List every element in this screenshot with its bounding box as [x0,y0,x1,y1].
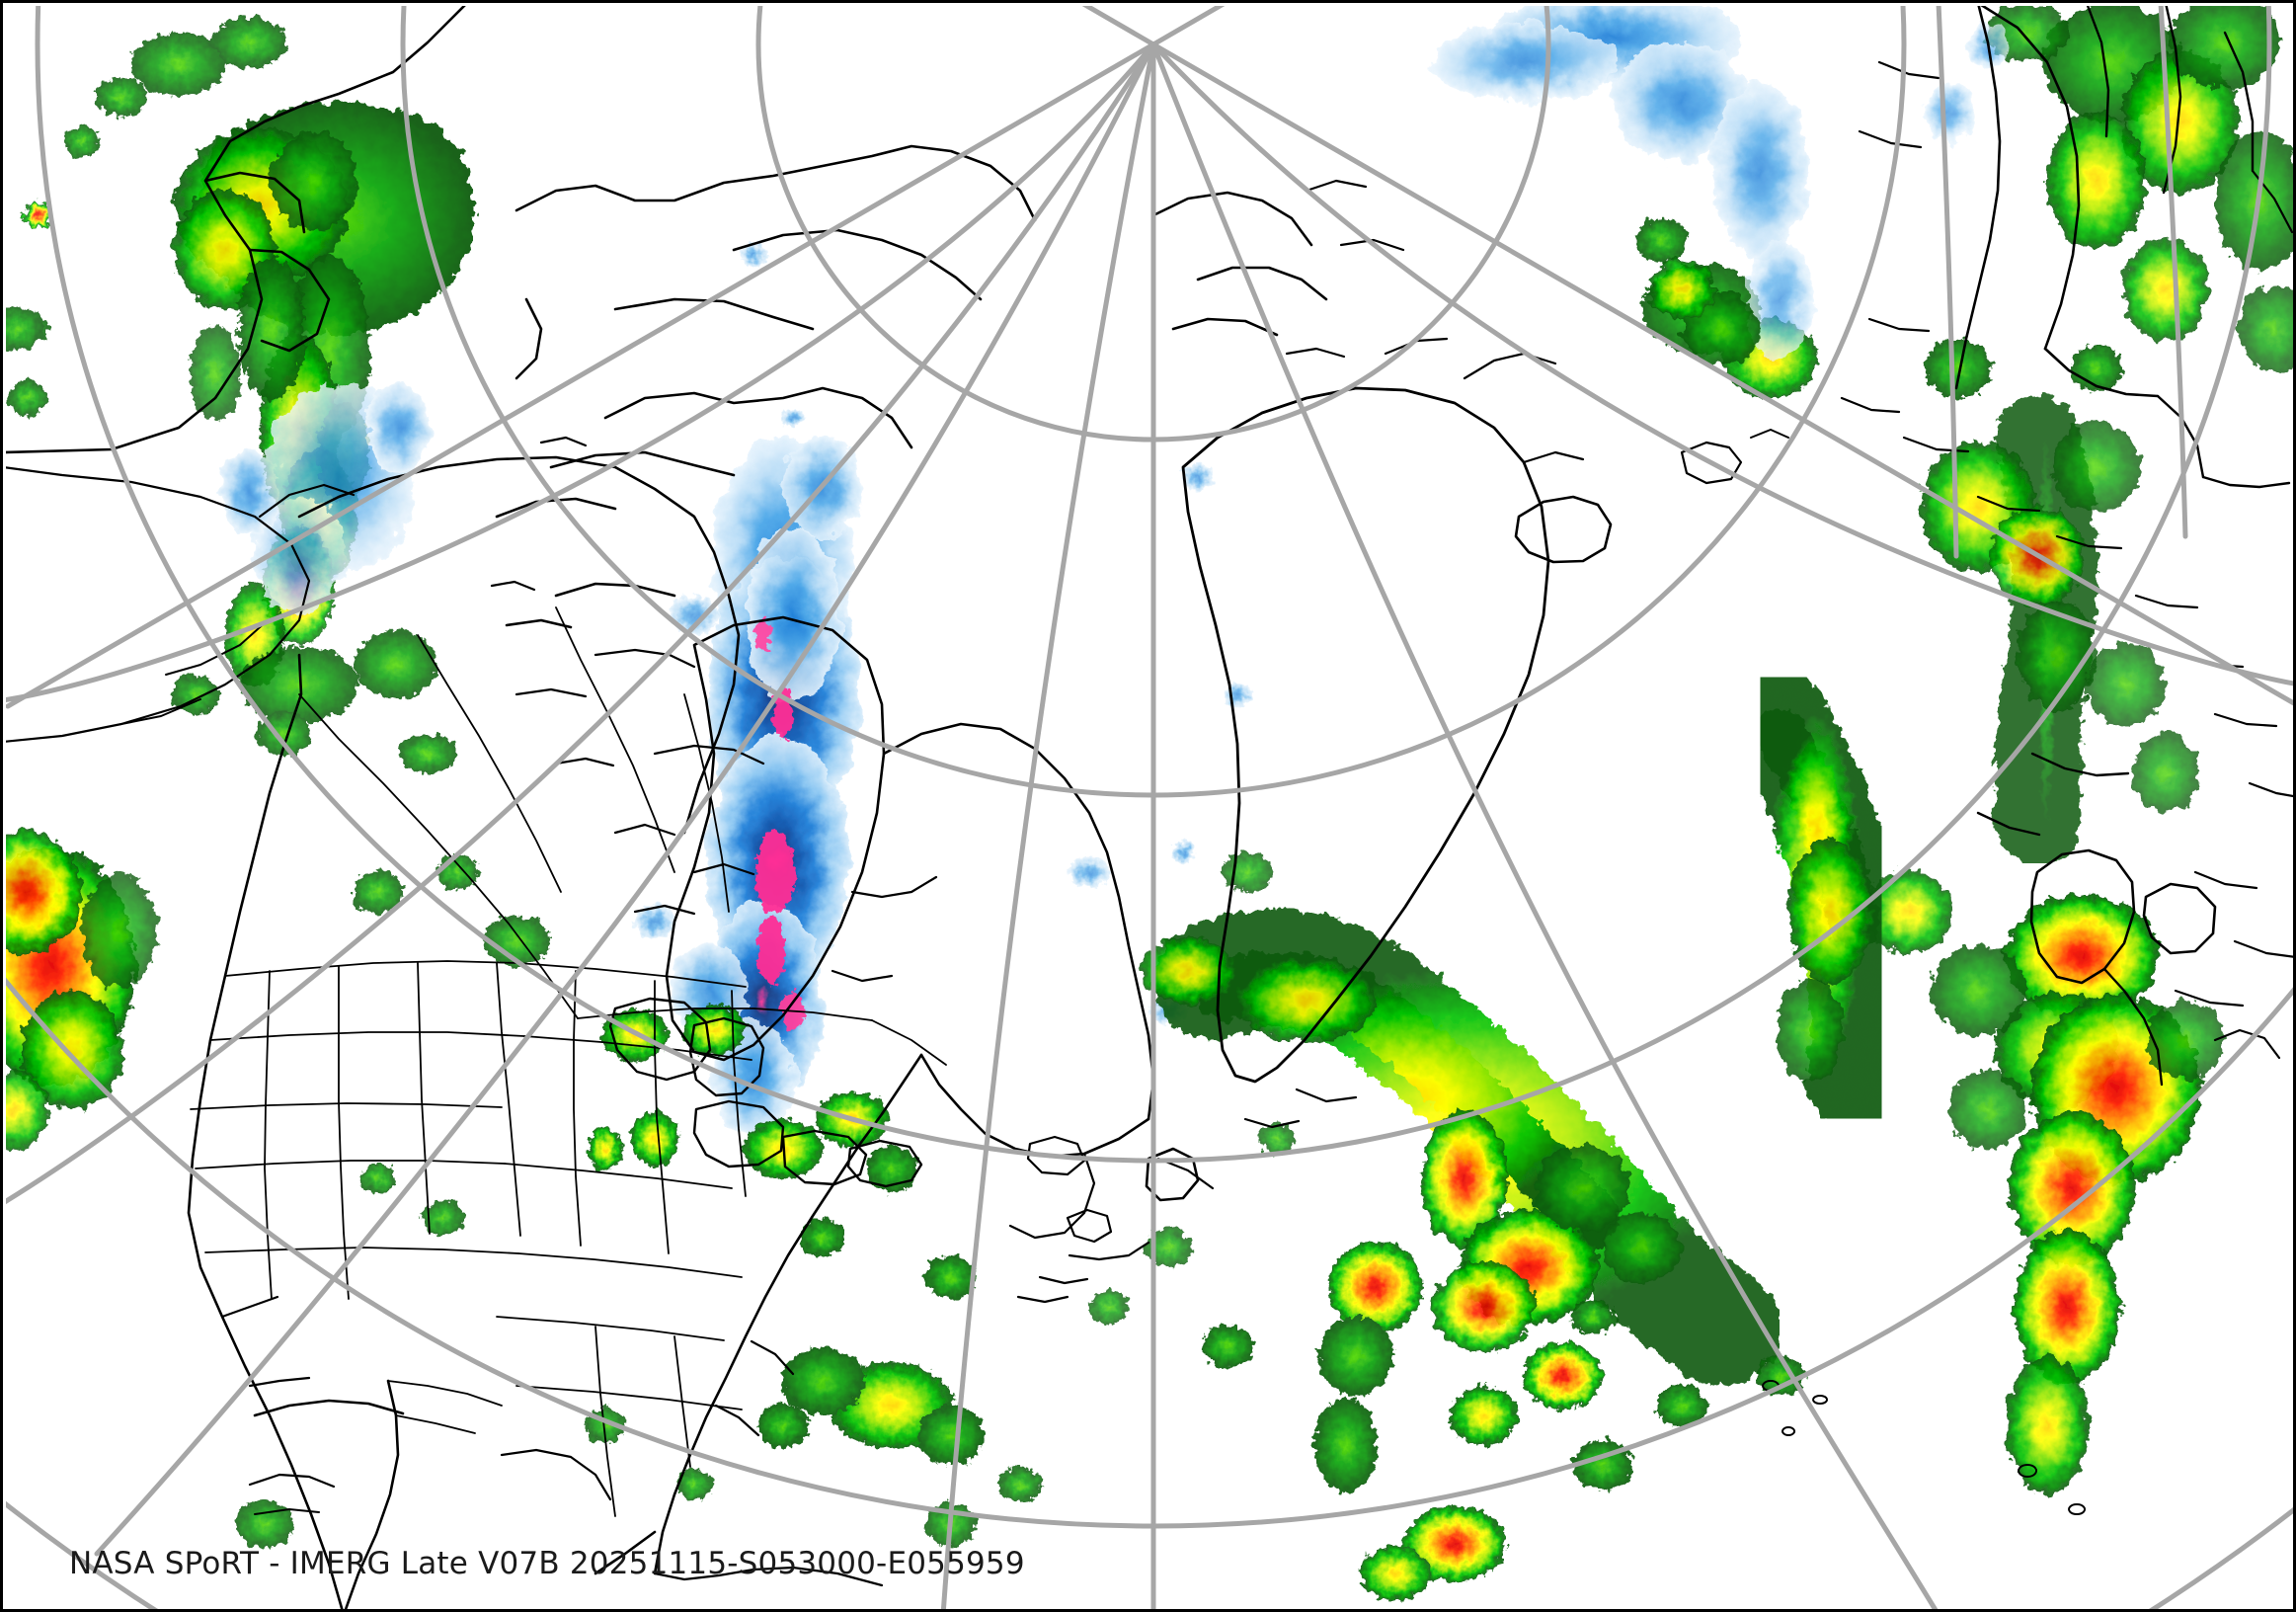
precip-atlantic-cells [1202,1242,1804,1601]
precip-canadian-prairies [172,631,550,967]
precip-scandinavia-upper [1986,6,2293,372]
latitude-70n [400,6,1907,798]
precip-alaska-interior [6,17,287,416]
meridian-90w [94,41,1156,1557]
precip-norwegian-sea-snow [1430,6,2008,359]
meridian-140w [6,41,1156,703]
meridian-60e-b [1150,41,2293,686]
latitude-60n [35,6,2272,1164]
graticule-layer [6,6,2293,1609]
precip-north-sea [1648,260,1761,364]
meridian-25e-upper [2158,6,2188,539]
precip-snow-cores [755,619,805,1030]
map-canvas [6,6,2293,1609]
latitude-50n [6,976,2293,1529]
precip-labrador [1089,852,1295,1325]
precip-southeast-us [235,1163,1042,1548]
precip-scandinavia-front [1921,395,2199,865]
meridian-60w-b [940,41,1156,1609]
meridian-30w [6,41,1156,709]
precip-pacific-northwest [6,831,157,1149]
precipitation-field [6,6,2293,1601]
meridian-10e-upper [1936,6,1959,559]
meridian-20e [1150,41,1939,1609]
meridian-30e [1150,41,2293,706]
latitude-80n [755,6,1551,443]
meridian-110w [6,41,1156,1205]
precip-nw-atlantic-front [1141,909,1781,1386]
coastlines-layer [6,6,2293,1609]
precip-appalachian [757,1347,985,1465]
precip-nwt-snow [220,382,749,1038]
